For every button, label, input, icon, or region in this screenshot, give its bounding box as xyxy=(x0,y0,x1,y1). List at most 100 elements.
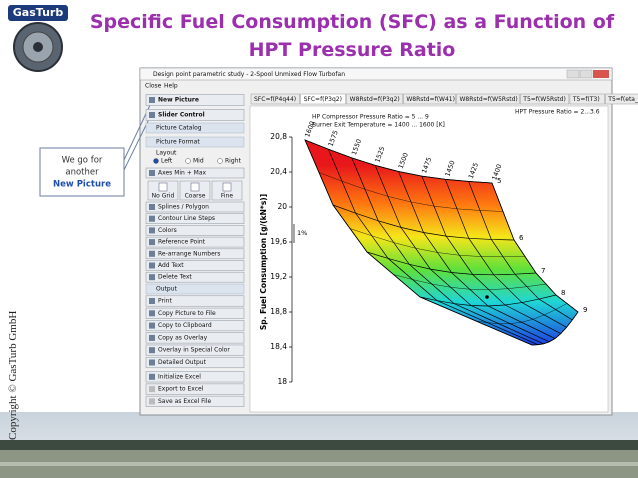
sidebar-button[interactable] xyxy=(145,260,245,271)
tab[interactable] xyxy=(569,93,605,105)
callout-text: We go for xyxy=(62,156,103,166)
y-tick-label: 19,6 xyxy=(270,237,287,246)
sidebar-button[interactable] xyxy=(145,94,245,106)
sidebar-button[interactable] xyxy=(145,295,245,307)
button-label: Copy to Clipboard xyxy=(158,322,212,329)
tab[interactable] xyxy=(250,93,300,105)
button-icon xyxy=(149,215,155,222)
tab[interactable] xyxy=(520,93,570,105)
grid-option-label: No Grid xyxy=(152,193,175,200)
radio-label: Mid xyxy=(193,158,204,165)
scale-note: 1% xyxy=(297,229,307,237)
sidebar-button[interactable] xyxy=(145,395,245,407)
tab-label: W8Rstd=f(P3q2) xyxy=(350,96,400,103)
button-label: Axes Min + Max xyxy=(158,170,207,177)
callout-text: New Picture xyxy=(53,180,111,190)
grid-option-label: Fine xyxy=(221,193,233,200)
reference-point xyxy=(485,295,489,299)
sidebar-button[interactable] xyxy=(145,371,245,383)
tab[interactable] xyxy=(300,93,346,105)
tab[interactable] xyxy=(346,93,403,105)
button-icon xyxy=(149,386,155,393)
maximize-button[interactable] xyxy=(579,69,593,79)
button-icon xyxy=(149,373,155,380)
carpet-line xyxy=(374,165,550,343)
menu-item[interactable]: Close xyxy=(145,83,162,90)
radio-button[interactable] xyxy=(185,158,191,164)
sidebar-button[interactable] xyxy=(145,167,245,179)
carpet-line xyxy=(328,149,538,346)
carpet-line xyxy=(421,175,561,334)
button-icon xyxy=(149,274,155,281)
sidebar-button[interactable] xyxy=(145,307,245,319)
button-label: Reference Point xyxy=(158,239,206,246)
radio-button[interactable] xyxy=(153,158,159,164)
carpet-line xyxy=(491,182,579,313)
radio-button[interactable] xyxy=(217,158,223,164)
sidebar-button[interactable] xyxy=(145,383,245,395)
plot-info: Burner Exit Temperature = 1400 ... 1600 … xyxy=(312,122,445,129)
button-label: Colors xyxy=(158,227,177,234)
button-icon xyxy=(149,170,155,176)
minimize-button[interactable] xyxy=(566,69,580,79)
y-tick-label: 18,8 xyxy=(270,307,287,316)
sidebar-button[interactable] xyxy=(145,109,245,121)
y-tick-label: 19,2 xyxy=(270,272,287,281)
section-header xyxy=(145,136,245,148)
y-tick-label: 18 xyxy=(277,377,287,386)
button-label: Delete Text xyxy=(158,274,192,281)
sidebar-button[interactable] xyxy=(145,213,245,224)
button-icon xyxy=(149,262,155,269)
section-title: Picture Catalog xyxy=(156,125,202,132)
section-title: Picture Format xyxy=(156,139,200,146)
button-label: Splines / Polygon xyxy=(158,204,209,211)
tab-label: SFC=f(P3q2) xyxy=(304,96,342,103)
pressure-ratio-label: 9 xyxy=(583,306,587,314)
button-icon xyxy=(149,250,155,257)
button-label: Copy Picture to File xyxy=(158,310,216,317)
sidebar-button[interactable] xyxy=(145,201,245,213)
slide-title: HPT Pressure Ratio xyxy=(249,39,456,61)
y-tick-label: 20 xyxy=(277,202,287,211)
callout-text: another xyxy=(65,168,99,178)
sidebar-button[interactable] xyxy=(145,236,245,248)
button-label: New Picture xyxy=(158,97,199,104)
sidebar-button[interactable] xyxy=(145,248,245,260)
y-tick-label: 20,8 xyxy=(270,132,287,141)
menu-item[interactable]: Help xyxy=(164,83,178,90)
button-icon xyxy=(149,359,155,366)
window-title: Design point parametric study - 2-Spool … xyxy=(153,71,345,78)
carpet-line xyxy=(468,181,573,321)
grid-icon xyxy=(158,182,168,192)
grid-icon xyxy=(190,182,200,192)
sidebar-button[interactable] xyxy=(145,344,245,356)
button-icon xyxy=(149,298,155,304)
button-icon xyxy=(149,112,155,118)
section-title: Output xyxy=(156,286,177,293)
y-tick-label: 18,4 xyxy=(270,342,287,351)
button-icon xyxy=(149,204,155,210)
grid-option-label: Coarse xyxy=(185,193,206,200)
y-axis-label: Sp. Fuel Consumption [g/(kN*s)] xyxy=(259,194,268,330)
tab[interactable] xyxy=(605,93,638,105)
close-button[interactable] xyxy=(593,70,609,78)
sidebar-button[interactable] xyxy=(145,356,245,369)
carpet-line xyxy=(304,139,533,346)
sidebar-button[interactable] xyxy=(145,332,245,344)
sidebar-button[interactable] xyxy=(145,271,245,283)
y-tick-label: 20,4 xyxy=(270,167,287,176)
button-icon xyxy=(149,310,155,317)
tab[interactable] xyxy=(403,93,456,105)
plot-info: HP Compressor Pressure Ratio = 5 ... 9 xyxy=(312,114,429,121)
radio-label: Left xyxy=(161,158,173,165)
tab[interactable] xyxy=(456,93,520,105)
copyright: Copyright © GasTurb GmbH xyxy=(7,311,19,440)
button-label: Copy as Overlay xyxy=(158,334,208,341)
sidebar-button[interactable] xyxy=(145,320,245,332)
button-label: Print xyxy=(158,298,172,305)
tab-label: W8Rstd=f(W5Rstd) xyxy=(460,96,518,103)
tab-label: T5=f(T3) xyxy=(572,96,600,103)
sidebar-button[interactable] xyxy=(145,225,245,236)
button-icon xyxy=(149,347,155,354)
tab-label: W8Rstd=f(W41) xyxy=(406,96,455,103)
